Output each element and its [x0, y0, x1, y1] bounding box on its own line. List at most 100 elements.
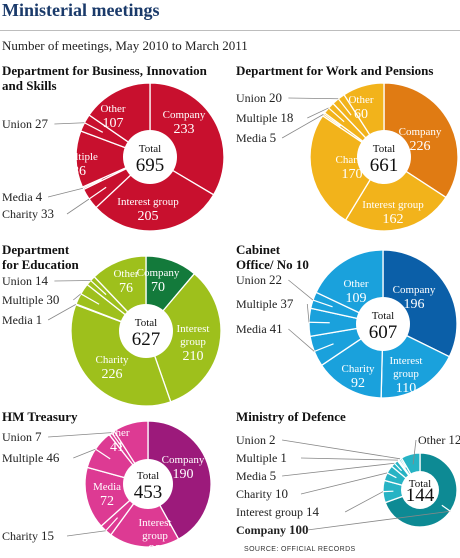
slice-label-union: Union 27: [2, 116, 49, 131]
leader-line: [48, 187, 84, 198]
total-label: Total: [373, 143, 395, 155]
slice-label-other: Other 76: [113, 268, 138, 296]
leader-line: [344, 491, 384, 513]
panel-title: Office/ No 10: [236, 257, 309, 272]
slice-label-other: Other 60: [348, 94, 373, 122]
slice-label-interest-group: Interest group 210: [177, 323, 210, 364]
leader-line-inner: [90, 280, 107, 296]
pie-slice-interest-group: [145, 272, 222, 403]
slice-label-charity: Charity 92: [342, 363, 375, 391]
total-label: Total: [139, 143, 161, 155]
leader-line-inner: [386, 472, 397, 479]
slice-label-company: Company 226: [399, 126, 442, 154]
pie-slice-interest-group: [344, 156, 447, 232]
leader-line: [282, 462, 395, 477]
slice-label-company: Company 100: [236, 522, 309, 537]
pie-panel-2: Department for Work and Pensions Total661…: [236, 63, 459, 232]
pie-center-hole: [356, 297, 410, 351]
leader-line: [73, 448, 96, 459]
leader-line: [307, 107, 329, 119]
slice-label-media: Media 5: [236, 130, 276, 145]
leader-line: [300, 457, 399, 461]
leader-line-inner: [82, 178, 102, 189]
leader-line: [281, 113, 324, 139]
slice-label-charity: Charity 226: [96, 354, 129, 382]
slice-label-multiple: Multiple 46: [2, 450, 60, 465]
leader-line-inner: [312, 299, 333, 308]
slice-label-union: Union 22: [236, 272, 282, 287]
leader-line-inner: [328, 107, 345, 123]
leader-line-inner: [441, 504, 451, 512]
panel-title: and Skills: [2, 78, 57, 93]
leader-line: [47, 304, 77, 321]
total-label: Total: [137, 470, 159, 482]
panel-title: Department: [2, 242, 70, 257]
slice-label-media: Media 72: [93, 481, 121, 509]
slice-label-other: Other 107: [100, 103, 125, 131]
slice-label-interest-group: Interest group 14: [236, 504, 319, 519]
leader-line: [48, 432, 112, 438]
panel-title: HM Treasury: [2, 409, 78, 424]
leader-line: [73, 293, 82, 301]
panel-title: Ministry of Defence: [236, 409, 346, 424]
source-note: SOURCE: OFFICIAL RECORDS: [244, 546, 356, 553]
pie-slice-charity: [309, 114, 385, 222]
slice-label-other: Other 109: [343, 278, 368, 306]
leader-line: [300, 472, 388, 495]
leader-line-inner: [314, 343, 334, 353]
slice-label-interest-group: Interest group 110: [390, 355, 423, 396]
slice-label-company: Company 190: [162, 454, 205, 482]
leader-line: [66, 198, 90, 215]
slice-label-company: Company 70: [137, 267, 180, 295]
pie-slice-multiple: [75, 130, 152, 188]
slice-label-charity: Charity 170: [336, 154, 369, 182]
pie-center-hole: [123, 459, 173, 509]
slice-label-multiple: Multiple 30: [2, 292, 59, 307]
slice-label-media: Media 41: [236, 321, 283, 336]
pie-center-hole: [119, 304, 173, 358]
slice-label-company: Company 196: [393, 284, 436, 312]
slice-label-union: Union 20: [236, 90, 282, 105]
slice-label-media: Media 4: [2, 189, 43, 204]
total-value: 144: [406, 485, 435, 506]
leader-line-inner: [399, 458, 407, 468]
leader-line-inner: [84, 122, 104, 133]
leader-line: [306, 303, 310, 323]
slice-label-interest-group: Interest group 205: [117, 196, 179, 224]
total-value: 661: [370, 155, 399, 176]
slice-label-media: Media 1: [2, 312, 42, 327]
leader-line-inner: [105, 517, 119, 532]
total-label: Total: [409, 478, 431, 490]
pie-slice-charity: [70, 303, 172, 407]
slice-label-union: Union 14: [2, 273, 49, 288]
leader-line-inner: [323, 113, 341, 127]
chart-subtitle: Number of meetings, May 2010 to March 20…: [2, 38, 248, 53]
panel-title: Department for Work and Pensions: [236, 63, 433, 78]
total-value: 627: [132, 329, 161, 350]
slice-label-company: Company 233: [163, 109, 206, 137]
leader-line: [282, 439, 401, 460]
leader-line: [412, 439, 417, 465]
page-title: Ministerial meetings: [2, 0, 160, 20]
leader-line-inner: [80, 293, 100, 305]
pie-center-hole: [357, 130, 411, 184]
leader-line-inner: [111, 432, 123, 448]
pie-center-hole: [401, 471, 439, 509]
slice-label-union: Union 7: [2, 429, 42, 444]
leader-line-inner: [88, 186, 107, 200]
slice-label-multiple: Multiple 1: [236, 450, 287, 465]
pie-slice-interest-group: [109, 482, 180, 548]
leader-line: [288, 97, 339, 100]
slice-label-multiple: Multiple 18: [236, 110, 293, 125]
panel-title: Cabinet: [236, 242, 281, 257]
slice-label-multiple: Multiple 86: [60, 151, 98, 179]
leader-line: [288, 328, 315, 352]
leader-line: [54, 122, 85, 125]
slice-label-interest-group: Interest group 82: [139, 517, 172, 558]
